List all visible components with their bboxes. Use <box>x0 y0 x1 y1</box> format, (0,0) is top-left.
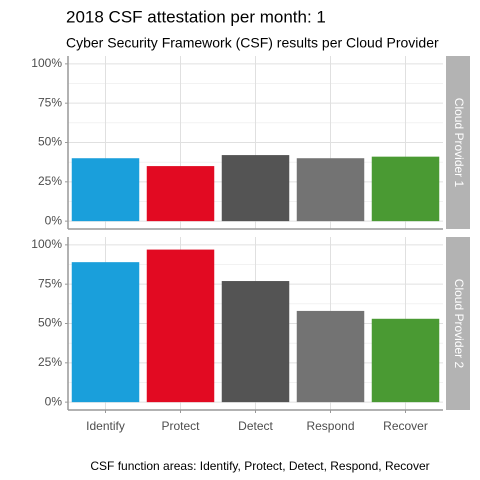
bar <box>221 281 290 403</box>
bar <box>146 249 215 403</box>
y-tick-label: 0% <box>45 394 63 408</box>
chart-subtitle: Cyber Security Framework (CSF) results p… <box>66 35 439 51</box>
bar <box>221 155 290 222</box>
y-tick-label: 50% <box>38 135 62 149</box>
y-tick-label: 75% <box>38 276 62 290</box>
x-tick-label: Detect <box>238 419 273 433</box>
bar <box>371 156 440 222</box>
bar <box>71 262 140 403</box>
y-tick-label: 0% <box>45 213 63 227</box>
facet-label: Cloud Provider 2 <box>452 279 466 369</box>
y-tick-label: 50% <box>38 316 62 330</box>
y-tick-label: 100% <box>31 237 62 251</box>
y-tick-label: 25% <box>38 174 62 188</box>
y-tick-label: 25% <box>38 355 62 369</box>
y-tick-label: 75% <box>38 95 62 109</box>
bar <box>296 158 365 222</box>
bar <box>371 318 440 403</box>
caption: CSF function areas: Identify, Protect, D… <box>90 459 429 473</box>
bar <box>146 166 215 222</box>
y-tick-label: 100% <box>31 56 62 70</box>
bar <box>296 310 365 403</box>
chart-title: 2018 CSF attestation per month: 1 <box>66 7 326 26</box>
x-tick-label: Recover <box>383 419 428 433</box>
facet-strip <box>446 56 470 229</box>
bar <box>71 158 140 222</box>
facet-label: Cloud Provider 1 <box>452 98 466 188</box>
x-tick-label: Protect <box>161 419 200 433</box>
facet-strip <box>446 237 470 410</box>
x-tick-label: Respond <box>306 419 354 433</box>
x-tick-label: Identify <box>86 419 125 433</box>
